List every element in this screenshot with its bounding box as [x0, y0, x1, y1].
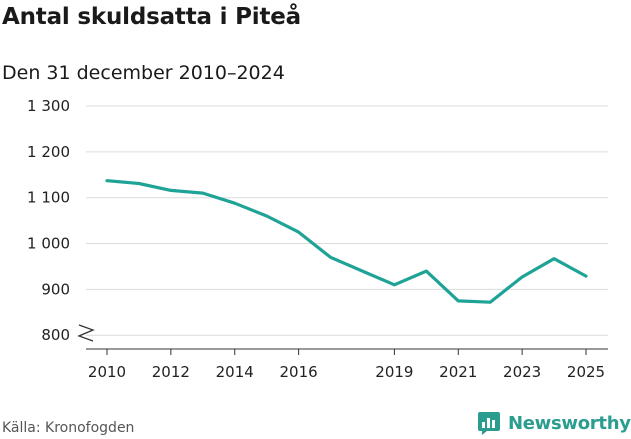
x-tick-label: 2025 — [567, 363, 605, 381]
chart-subtitle: Den 31 december 2010–2024 — [2, 62, 285, 84]
y-tick-label: 900 — [41, 280, 70, 298]
x-tick-label: 2010 — [88, 363, 126, 381]
y-tick-label: 1 100 — [27, 189, 70, 207]
x-axis: 2010 2012 2014 2016 2019 2021 2023 2025 — [86, 348, 608, 381]
y-tick-label: 1 300 — [27, 97, 70, 115]
source-label: Källa: Kronofogden — [2, 420, 135, 436]
axis-break-icon — [77, 324, 95, 342]
x-tick-label: 2019 — [375, 363, 413, 381]
x-tick-label: 2014 — [216, 363, 254, 381]
newsworthy-logo-icon — [478, 412, 500, 435]
series-group — [105, 179, 588, 304]
axis-break-zigzag — [77, 324, 95, 342]
x-tick-label: 2023 — [503, 363, 541, 381]
brand[interactable]: Newsworthy — [476, 409, 631, 437]
y-tick-label: 800 — [41, 326, 70, 344]
y-tick-label: 1 000 — [27, 235, 70, 253]
series-line — [105, 179, 588, 304]
brand-name: Newsworthy — [508, 412, 631, 434]
x-tick-label: 2012 — [152, 363, 190, 381]
x-tick-label: 2021 — [439, 363, 477, 381]
chart-title: Antal skuldsatta i Piteå — [2, 4, 301, 30]
grid-lines — [86, 105, 608, 336]
x-tick-label: 2016 — [280, 363, 318, 381]
y-axis-ticks: 800 900 1 000 1 100 1 200 1 300 — [27, 97, 70, 344]
y-tick-label: 1 200 — [27, 143, 70, 161]
